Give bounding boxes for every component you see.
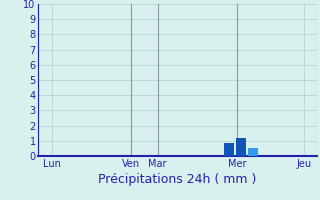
Bar — [248, 148, 258, 156]
Bar — [224, 143, 234, 156]
Bar — [236, 138, 246, 156]
X-axis label: Précipitations 24h ( mm ): Précipitations 24h ( mm ) — [99, 173, 257, 186]
